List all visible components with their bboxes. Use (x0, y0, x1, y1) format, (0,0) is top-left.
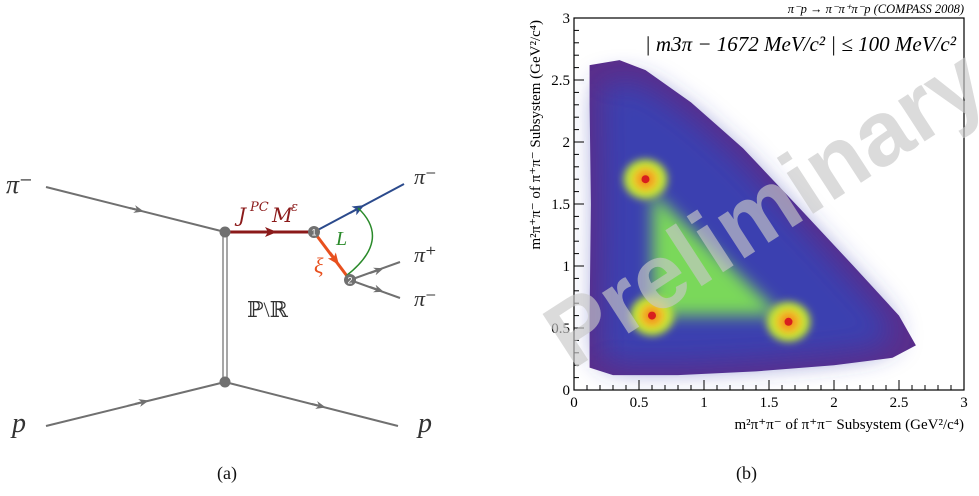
pi-minus-out-2-label: π⁻ (414, 286, 437, 311)
resonance-M: M (271, 203, 293, 227)
vertex-1-marker (308, 226, 320, 238)
proton-out-label: p (416, 408, 432, 439)
x-tick-label: 1.5 (760, 395, 779, 411)
proton-in-label: p (10, 408, 26, 439)
panel-b-caption: (b) (736, 463, 757, 484)
y-tick-label: 0 (563, 383, 571, 399)
y-axis-title: m²π⁺π⁻ of π⁺π⁻ Subsystem (GeV²/c⁴) (528, 20, 544, 250)
hotspot-0-core (648, 311, 656, 320)
angular-momentum-arc (345, 207, 374, 277)
pi-minus-out-1-label: π⁻ (414, 164, 437, 189)
proton-in-arrow (134, 399, 149, 407)
vertex-2-label: 2 (347, 276, 352, 286)
x-tick-label: 2 (830, 395, 838, 411)
pi-minus-in-label: π⁻ (6, 170, 33, 199)
vertex-2-marker (344, 274, 356, 286)
y-tick-label: 2 (563, 135, 571, 151)
target-vertex (219, 376, 231, 388)
x-tick-label: 2.5 (890, 395, 909, 411)
y-tick-label: 2.5 (551, 73, 570, 89)
resonance-PC: PC (249, 200, 269, 215)
pi-minus-out2-arrow (369, 284, 384, 293)
band-overlap-region (652, 191, 782, 316)
reaction-title: π⁻p → π⁻π⁺π⁻p (COMPASS 2008) (788, 2, 964, 16)
resonance-epsilon: ε (291, 200, 298, 215)
x-tick-label: 1 (700, 395, 708, 411)
exchange-label: ℙ\ℝ (247, 297, 289, 322)
y-tick-label: 3 (563, 11, 571, 27)
pi-minus-in-arrow (129, 205, 144, 213)
angular-momentum-label: L (335, 228, 347, 250)
y-tick-label: 0.5 (551, 321, 570, 337)
mass-cut-label: | m3π − 1672 MeV/c² | ≤ 100 MeV/c² (645, 32, 957, 56)
resonance-label: J PC M ε (234, 200, 298, 227)
heatmap (585, 60, 916, 381)
y-tick-label: 1 (563, 259, 571, 275)
panel-a-diagram: 1 2 π⁻ p p π⁻ π⁺ π⁻ J PC M ε ℙ\ℝ ξ L (a) (6, 164, 437, 484)
x-tick-label: 0 (570, 395, 578, 411)
y-tick-label: 1.5 (551, 197, 570, 213)
proton-out-line (224, 381, 399, 427)
pi-plus-out-label: π⁺ (414, 242, 437, 267)
proton-out-arrow (311, 401, 326, 409)
isobar-label: ξ (314, 253, 324, 278)
production-vertex (219, 226, 231, 238)
resonance-J: J (234, 203, 247, 227)
x-tick-label: 3 (960, 395, 968, 411)
pi-plus-out-arrow (369, 267, 384, 276)
hotspot-2-core (641, 175, 650, 184)
hotspot-1-core (784, 317, 793, 326)
vertex-1-label: 1 (311, 228, 316, 238)
panel-b-chart: 00 0.5 0.5 1 1 1.5 1.5 2 2 2.5 2.5 3 3 π⁻p → π⁻π⁺π⁻p… (527, 2, 979, 484)
isobar-arrow (327, 252, 339, 265)
axis-ticks: 00 0.5 0.5 1 1 1.5 1.5 2 2 2.5 2.5 3 3 (551, 11, 968, 411)
x-tick-label: 0.5 (630, 395, 649, 411)
x-axis-title: m²π⁺π⁻ of π⁺π⁻ Subsystem (GeV²/c⁴) (735, 417, 965, 433)
panel-a-caption: (a) (217, 463, 237, 484)
